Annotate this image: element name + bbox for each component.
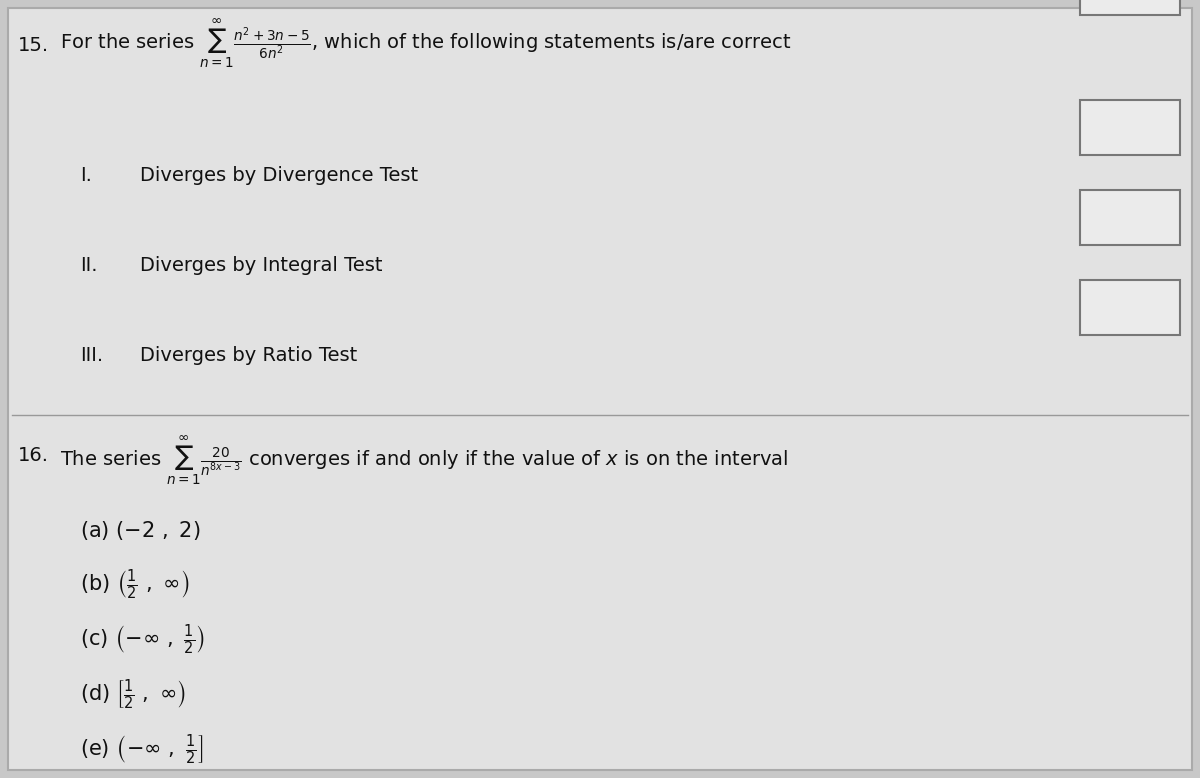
Bar	[1080, 0, 1180, 15]
Text: (a) $(-2\ ,\ 2)$: (a) $(-2\ ,\ 2)$	[80, 518, 200, 541]
Text: II.: II.	[80, 255, 97, 275]
Text: I.: I.	[80, 166, 92, 184]
Text: (b) $\left(\frac{1}{2}\ ,\ \infty\right)$: (b) $\left(\frac{1}{2}\ ,\ \infty\right)…	[80, 568, 190, 602]
Text: 16.: 16.	[18, 446, 49, 464]
Text: Diverges by Integral Test: Diverges by Integral Test	[140, 255, 383, 275]
Bar	[1080, 190, 1180, 245]
Bar	[1080, 280, 1180, 335]
Text: Diverges by Divergence Test: Diverges by Divergence Test	[140, 166, 418, 184]
Text: For the series $\sum_{n=1}^{\infty}\frac{n^2+3n-5}{6n^2}$, which of the followin: For the series $\sum_{n=1}^{\infty}\frac…	[60, 16, 791, 69]
Text: (c) $\left(-\infty\ ,\ \frac{1}{2}\right)$: (c) $\left(-\infty\ ,\ \frac{1}{2}\right…	[80, 622, 205, 657]
Text: III.: III.	[80, 345, 103, 365]
Text: (d) $\left[\frac{1}{2}\ ,\ \infty\right)$: (d) $\left[\frac{1}{2}\ ,\ \infty\right)…	[80, 678, 186, 712]
Text: The series $\sum_{n=1}^{\infty}\frac{20}{n^{8x-3}}$ converges if and only if the: The series $\sum_{n=1}^{\infty}\frac{20}…	[60, 433, 788, 486]
Text: Diverges by Ratio Test: Diverges by Ratio Test	[140, 345, 358, 365]
Text: 15.: 15.	[18, 36, 49, 54]
Text: (e) $\left(-\infty\ ,\ \frac{1}{2}\right]$: (e) $\left(-\infty\ ,\ \frac{1}{2}\right…	[80, 733, 203, 767]
Bar	[1080, 100, 1180, 155]
